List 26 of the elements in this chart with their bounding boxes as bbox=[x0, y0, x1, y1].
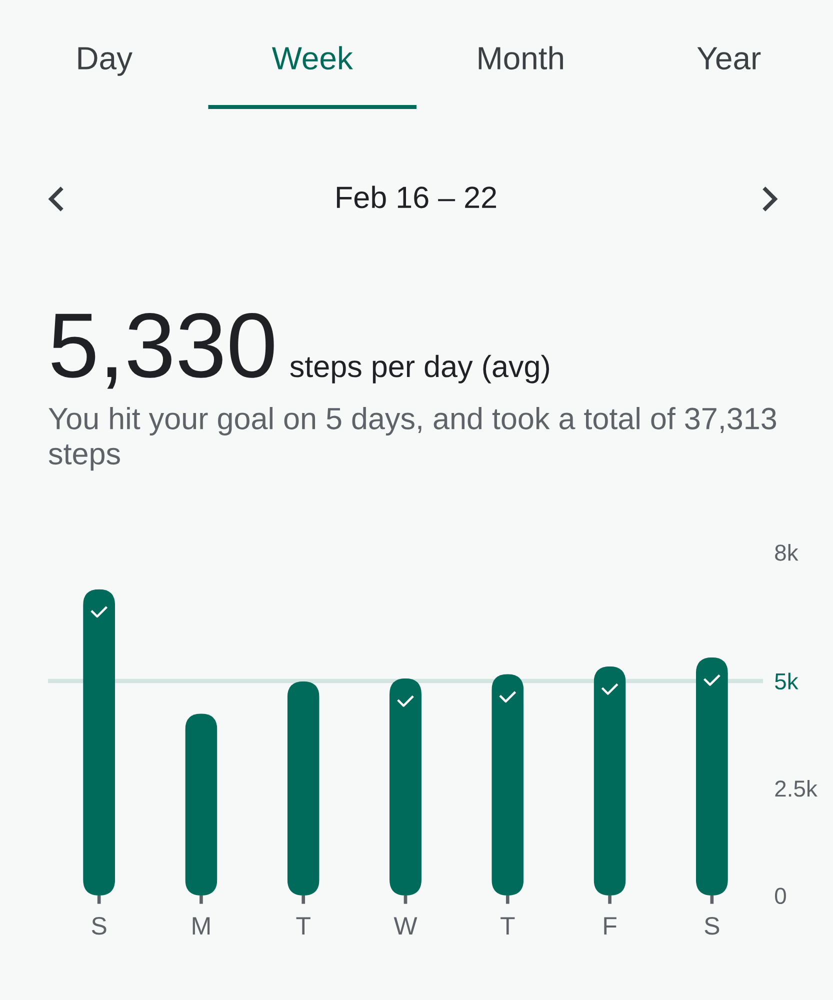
text: Day bbox=[78, 47, 132, 76]
bar bbox=[594, 666, 626, 896]
bar bbox=[492, 674, 524, 896]
text: steps per day (avg) bbox=[290, 354, 550, 384]
bar bbox=[390, 678, 422, 896]
x-tick-label: S bbox=[704, 916, 720, 935]
x-tick-label: W bbox=[394, 917, 418, 934]
chart-subtitle: You hit your goal on 5 days, and took a total of 37,313 steps bbox=[48, 407, 776, 471]
chart-title: Feb 16 – 22 bbox=[336, 186, 496, 208]
text: Week bbox=[272, 46, 353, 70]
y-tick-label: 2.5k bbox=[775, 780, 818, 797]
y-tick-label: 8k bbox=[775, 544, 798, 561]
x-tick-label: T bbox=[296, 917, 310, 934]
text: Year bbox=[697, 47, 761, 70]
bar bbox=[287, 681, 320, 896]
x-tick-label: M bbox=[192, 917, 210, 934]
x-tick-label: T bbox=[500, 917, 515, 934]
text: 5,330 bbox=[52, 312, 274, 389]
text: Month bbox=[478, 46, 563, 70]
x-tick-label: S bbox=[92, 916, 106, 935]
bar bbox=[696, 657, 728, 896]
bar bbox=[185, 714, 218, 896]
y-tick-label: 5k bbox=[775, 672, 798, 690]
bar bbox=[83, 589, 116, 896]
x-tick-label: F bbox=[604, 917, 616, 934]
y-tick-label: 0 bbox=[775, 888, 786, 904]
